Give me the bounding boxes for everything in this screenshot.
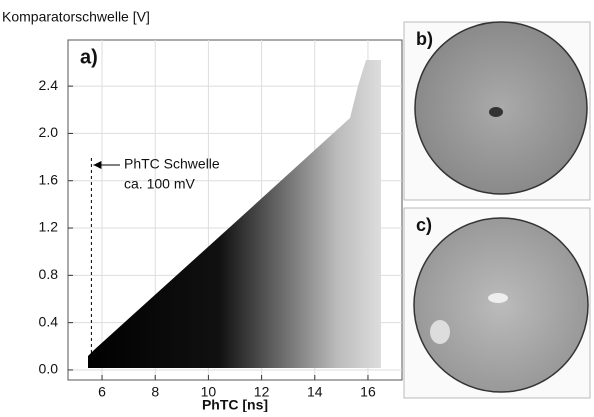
x-tick-label: 10 xyxy=(201,384,217,400)
panel-b: b) xyxy=(403,21,591,201)
x-tick-label: 8 xyxy=(151,384,159,400)
y-tick-label: 0.8 xyxy=(39,266,59,282)
arrow-head xyxy=(93,161,102,169)
x-tick-label: 16 xyxy=(360,384,376,400)
x-tick-label: 12 xyxy=(254,384,270,400)
y-tick-label: 2.0 xyxy=(39,124,59,140)
panel-c: c) xyxy=(403,207,591,399)
detector-image xyxy=(414,21,588,195)
spot xyxy=(489,107,503,117)
x-axis-label: PhTC [ns] xyxy=(202,397,268,412)
y-tick-label: 1.2 xyxy=(39,219,59,235)
y-tick-label: 1.6 xyxy=(39,171,59,187)
spot xyxy=(430,320,450,344)
annotation: ca. 100 mV xyxy=(124,176,195,192)
y-axis-label: Komparatorschwelle [V] xyxy=(2,9,150,25)
annotation: PhTC Schwelle xyxy=(124,156,220,172)
density-image xyxy=(88,60,381,368)
plot-a xyxy=(67,39,403,381)
y-tick-label: 2.4 xyxy=(39,77,59,93)
spot xyxy=(488,293,508,303)
y-tick-label: 0.4 xyxy=(39,313,59,329)
panel-label: c) xyxy=(416,215,432,235)
y-tick-label: 0.0 xyxy=(39,361,59,377)
panel-label: b) xyxy=(416,29,433,49)
detector-image xyxy=(413,217,589,393)
x-tick-label: 6 xyxy=(98,384,106,400)
x-tick-label: 14 xyxy=(307,384,323,400)
panel-label: a) xyxy=(80,46,98,68)
